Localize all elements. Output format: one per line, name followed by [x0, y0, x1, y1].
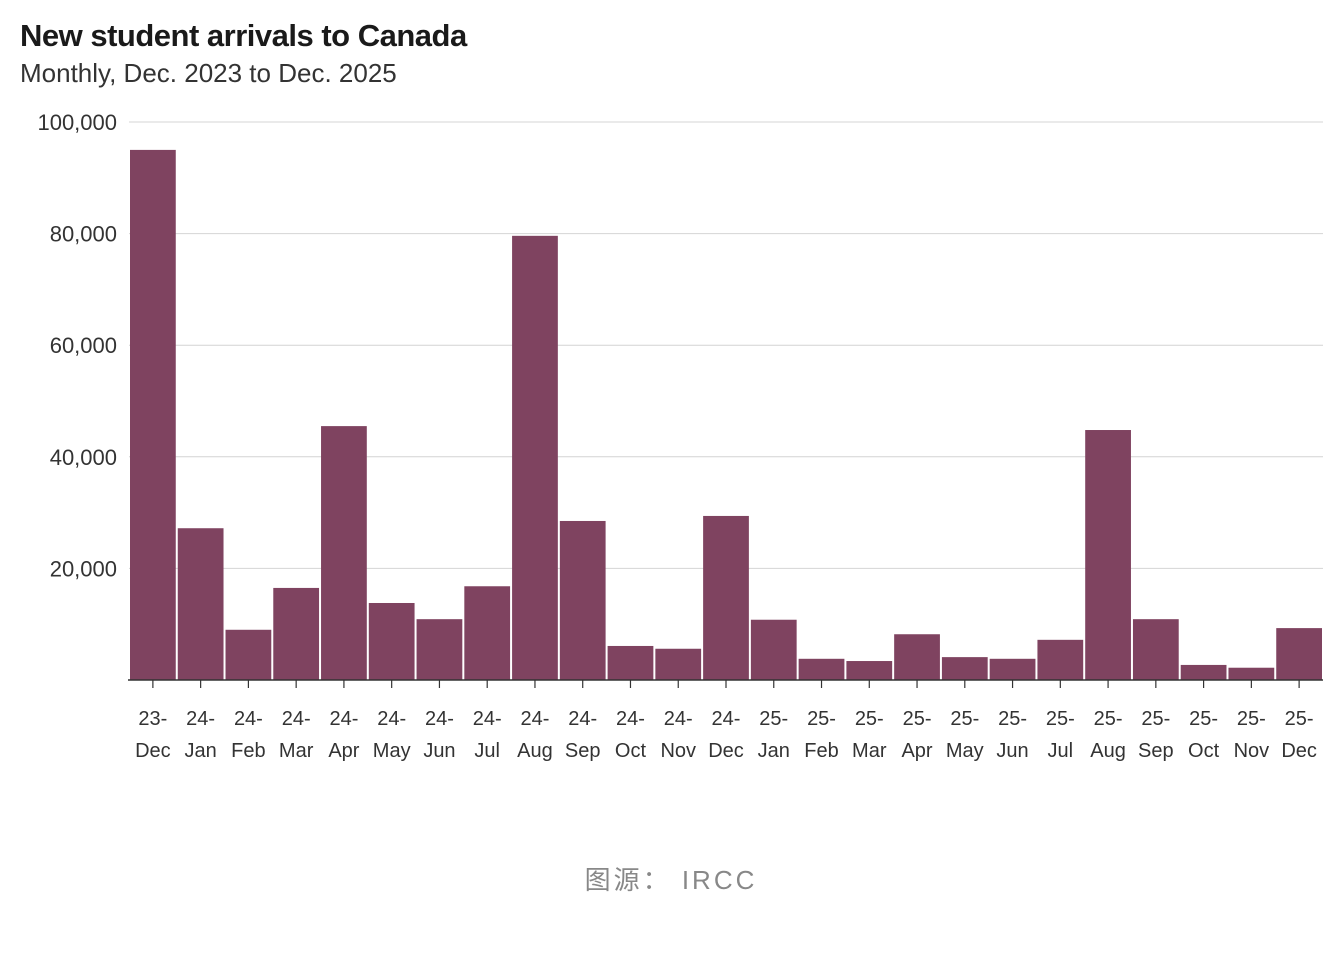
- x-tick-label: Apr: [328, 740, 359, 762]
- y-tick-label: 40,000: [50, 445, 117, 470]
- chart-title: New student arrivals to Canada: [20, 18, 467, 53]
- y-tick-label: 100,000: [37, 110, 117, 135]
- x-tick-label: Feb: [231, 740, 265, 762]
- x-tick-label: 25-: [1189, 708, 1218, 730]
- x-tick-label: 25-: [1141, 708, 1170, 730]
- x-tick-label: Mar: [279, 740, 314, 762]
- bar: [1228, 667, 1275, 680]
- y-tick-label: 80,000: [50, 222, 117, 247]
- x-tick-label: 25-: [855, 708, 884, 730]
- bar: [321, 426, 367, 680]
- x-tick-label: Sep: [1138, 740, 1174, 762]
- x-tick-label: Jun: [996, 740, 1028, 762]
- x-tick-label: Oct: [615, 740, 647, 762]
- bar: [1037, 639, 1084, 680]
- x-tick-label: 24-: [568, 708, 597, 730]
- x-tick-label: 24-: [664, 708, 693, 730]
- x-tick-label: Mar: [852, 740, 887, 762]
- x-tick-label: Apr: [901, 740, 932, 762]
- x-tick-label: 25-: [807, 708, 836, 730]
- y-tick-label: 60,000: [50, 333, 117, 358]
- bar: [1132, 619, 1179, 680]
- bar: [894, 634, 940, 680]
- bar: [607, 645, 654, 680]
- bar: [655, 648, 702, 680]
- bar: [798, 658, 845, 680]
- bar: [177, 528, 224, 680]
- x-tick-label: 24-: [329, 708, 358, 730]
- bar: [512, 235, 558, 680]
- x-tick-label: 23-: [138, 708, 167, 730]
- bar: [464, 586, 511, 680]
- x-tick-label: Jun: [423, 740, 455, 762]
- bar: [1180, 664, 1227, 680]
- x-tick-label: Nov: [660, 740, 696, 762]
- x-tick-label: Nov: [1234, 740, 1270, 762]
- x-tick-label: May: [373, 740, 411, 762]
- x-tick-label: 24-: [521, 708, 550, 730]
- bar: [941, 657, 988, 680]
- x-tick-label: 25-: [950, 708, 979, 730]
- bar: [368, 602, 415, 680]
- x-tick-label: 24-: [186, 708, 215, 730]
- x-tick-label: 24-: [616, 708, 645, 730]
- bar: [989, 658, 1036, 680]
- bar: [750, 619, 797, 680]
- x-tick-label: Jul: [1048, 740, 1074, 762]
- bar: [416, 619, 463, 680]
- bar: [225, 629, 272, 680]
- x-tick-label: 24-: [425, 708, 454, 730]
- bar: [130, 149, 176, 680]
- x-tick-label: 25-: [998, 708, 1027, 730]
- bar-chart: 20,000 40,000 60,000 80,000 100,000 23- Dec 24-…: [37, 110, 1323, 762]
- x-tick-label: 24-: [282, 708, 311, 730]
- x-tick-label: Oct: [1188, 740, 1220, 762]
- x-tick-label: Aug: [517, 740, 553, 762]
- x-tick-label: 25-: [1094, 708, 1123, 730]
- x-tick-label: Feb: [804, 740, 838, 762]
- x-tick-label: Dec: [1281, 740, 1317, 762]
- bar: [846, 661, 893, 680]
- x-tick-label: Aug: [1090, 740, 1126, 762]
- bar: [1276, 628, 1322, 680]
- x-tick-label: Jan: [185, 740, 217, 762]
- x-tick-label: Jul: [474, 740, 500, 762]
- x-tick-label: 25-: [903, 708, 932, 730]
- bar: [559, 520, 606, 680]
- x-tick-label: 25-: [1237, 708, 1266, 730]
- x-tick-label: Sep: [565, 740, 601, 762]
- x-tick-label: May: [946, 740, 984, 762]
- bar: [703, 515, 749, 680]
- bar: [273, 587, 320, 680]
- x-tick-label: 24-: [234, 708, 263, 730]
- y-tick-label: 20,000: [50, 556, 117, 581]
- x-tick-label: 24-: [377, 708, 406, 730]
- x-tick-label: Dec: [708, 740, 744, 762]
- x-tick-label: Dec: [135, 740, 171, 762]
- bar: [1085, 430, 1131, 680]
- x-tick-label: 25-: [1046, 708, 1075, 730]
- x-tick-label: Jan: [758, 740, 790, 762]
- chart-subtitle: Monthly, Dec. 2023 to Dec. 2025: [20, 58, 397, 88]
- x-tick-label: 25-: [759, 708, 788, 730]
- source-note: 图源： IRCC: [584, 865, 758, 895]
- x-tick-label: 24-: [712, 708, 741, 730]
- x-tick-label: 25-: [1285, 708, 1314, 730]
- x-tick-label: 24-: [473, 708, 502, 730]
